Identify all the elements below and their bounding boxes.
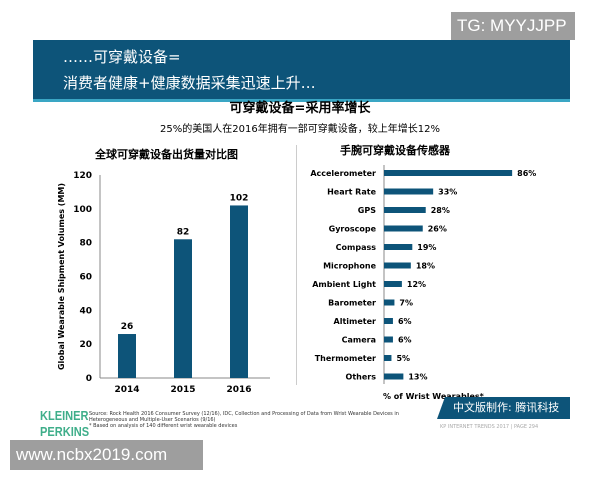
- data-label: 33%: [438, 188, 457, 197]
- bar-accelerometer: [384, 170, 513, 176]
- category-label: Gyroscope: [329, 225, 377, 234]
- category-label: GPS: [358, 206, 376, 215]
- bar-camera: [384, 336, 393, 343]
- y-tick-label: 60: [79, 273, 92, 283]
- y-tick-label: 80: [79, 239, 92, 249]
- slide-subtitle: 25%的美国人在2016年拥有一部可穿戴设备，较上年增长12%: [160, 124, 440, 135]
- data-label: 28%: [431, 206, 450, 215]
- category-label: Ambient Light: [312, 280, 376, 289]
- data-label: 82: [177, 227, 190, 237]
- category-label: Altimeter: [334, 317, 377, 326]
- y-tick-label: 40: [79, 306, 92, 316]
- source-text: Source: Rock Health 2016 Consumer Survey…: [89, 411, 399, 423]
- data-label: 18%: [416, 262, 435, 271]
- data-label: 6%: [398, 336, 412, 345]
- y-axis-label: Global Wearable Shipment Volumes (MM): [57, 183, 66, 370]
- bar-others: [384, 373, 404, 380]
- category-label: Others: [346, 373, 377, 382]
- data-label: 7%: [399, 299, 413, 308]
- category-label: Barometer: [328, 299, 376, 308]
- left-chart-title: 全球可穿戴设备出货量对比图: [95, 148, 238, 161]
- banner: ……可穿戴设备= 消费者健康+健康数据采集迅速上升…: [33, 40, 570, 102]
- y-tick-label: 100: [73, 205, 92, 215]
- category-label: Camera: [342, 336, 376, 345]
- data-label: 26: [121, 322, 134, 332]
- bar-2015: [174, 239, 192, 378]
- bar-microphone: [384, 262, 411, 269]
- bar-2016: [230, 205, 248, 378]
- data-label: 102: [230, 193, 249, 203]
- category-label: Heart Rate: [327, 188, 376, 197]
- data-label: 5%: [396, 354, 410, 363]
- page-number: KP INTERNET TRENDS 2017 | PAGE 294: [440, 424, 539, 430]
- bar-2014: [118, 334, 136, 378]
- category-label: Microphone: [323, 262, 377, 271]
- y-tick-label: 120: [73, 171, 92, 181]
- bar-heart-rate: [384, 188, 434, 195]
- bar-barometer: [384, 299, 395, 306]
- x-axis-label: % of Wrist Wearables*: [383, 392, 485, 401]
- x-tick-label: 2014: [114, 385, 139, 395]
- data-label: 26%: [428, 225, 447, 234]
- bar-compass: [384, 244, 413, 250]
- x-tick-label: 2015: [170, 385, 195, 395]
- data-label: 19%: [417, 243, 436, 252]
- category-label: Compass: [336, 243, 377, 252]
- bar-altimeter: [384, 318, 393, 324]
- bar-gyroscope: [384, 225, 423, 232]
- data-label: 13%: [408, 373, 427, 382]
- bar-ambient-light: [384, 281, 402, 287]
- watermark-top: TG: MYYJJPP: [451, 12, 575, 40]
- y-tick-label: 0: [86, 374, 92, 384]
- category-label: Thermometer: [315, 354, 376, 363]
- kleiner-perkins-logo: KLEINER PERKINS: [40, 408, 90, 439]
- x-tick-label: 2016: [226, 385, 251, 395]
- data-label: 12%: [407, 280, 426, 289]
- banner-line-2: 消费者健康+健康数据采集迅速上升…: [63, 74, 316, 92]
- right-chart-title: 手腕可穿戴设备传感器: [340, 144, 450, 157]
- source-note: Source: Rock Health 2016 Consumer Survey…: [89, 411, 419, 429]
- y-tick-label: 20: [79, 340, 92, 350]
- watermark-bottom: www.ncbx2019.com: [10, 440, 203, 470]
- data-label: 6%: [398, 317, 412, 326]
- footnote: * Based on analysis of 140 different wri…: [89, 423, 238, 429]
- category-label: Accelerometer: [310, 169, 376, 178]
- slide-title: 可穿戴设备=采用率增长: [229, 101, 371, 116]
- divider: [296, 145, 297, 385]
- bar-thermometer: [384, 355, 392, 361]
- credit-badge: 中文版制作: 腾讯科技: [437, 397, 570, 419]
- bar-gps: [384, 207, 426, 213]
- banner-line-1: ……可穿戴设备=: [63, 48, 181, 66]
- data-label: 86%: [517, 169, 536, 178]
